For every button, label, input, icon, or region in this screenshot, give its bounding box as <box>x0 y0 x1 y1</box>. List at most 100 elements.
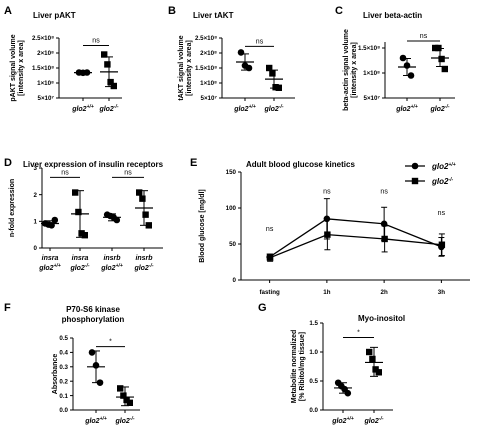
x-category-label: glo2+/+ <box>71 104 94 113</box>
series-line <box>269 233 442 259</box>
data-point <box>104 61 111 68</box>
data-point <box>399 54 407 62</box>
data-point <box>110 82 117 90</box>
y-tick-label: 0 <box>233 277 237 284</box>
panel-label: C <box>335 5 343 17</box>
x-category-label: glo2+/+ <box>395 104 418 113</box>
x-category-label: glo2+/+ <box>100 263 123 272</box>
data-point <box>324 231 331 238</box>
y-tick-label: 1.5 <box>309 320 318 327</box>
data-point <box>344 389 352 397</box>
panel-label: G <box>258 302 267 314</box>
data-point <box>120 392 127 399</box>
significance-label: ns <box>266 226 274 233</box>
y-tick-label: 1 <box>34 219 38 226</box>
panel-title: Liver beta-actin <box>363 11 422 20</box>
y-axis-label: Absorbance <box>52 354 59 395</box>
significance-label: ns <box>380 189 388 196</box>
data-point <box>366 348 373 356</box>
panel-title-line: P70-S6 kinase <box>66 305 120 314</box>
data-point <box>136 189 143 196</box>
data-point <box>407 72 415 79</box>
y-tick-label: 100 <box>226 205 237 212</box>
significance-label: ns <box>420 33 428 40</box>
data-point <box>435 44 442 52</box>
y-tick-label: 2 <box>34 192 38 199</box>
y-tick-label: 0.0 <box>309 407 318 414</box>
y-tick-label: 2×10⁸ <box>37 50 54 57</box>
y-tick-label: 0.3 <box>59 364 68 371</box>
y-tick-label: 0 <box>34 245 38 252</box>
y-tick-label: 1×10⁸ <box>200 80 217 87</box>
y-axis-label: [% Ribitol/mg tissue] <box>299 332 306 401</box>
panel-d: D Liver expression of insulin receptors n-… <box>4 157 164 272</box>
significance-label: ns <box>256 38 264 45</box>
y-tick-label: 1.5×10⁸ <box>358 45 380 52</box>
panel-title: Adult blood glucose kinetics <box>246 160 355 169</box>
y-tick-label: 2.5×10⁸ <box>195 35 217 42</box>
y-axis-label: [intensity x area] <box>351 42 358 98</box>
y-tick-label: 0.4 <box>59 350 68 357</box>
data-point <box>139 195 146 202</box>
panel-label: E <box>190 157 197 169</box>
significance-label: ns <box>92 38 100 45</box>
data-point <box>51 216 59 224</box>
y-tick-label: 5×10⁷ <box>38 95 55 102</box>
x-category-label: glo2-/- <box>429 104 449 113</box>
y-tick-label: 1×10⁸ <box>363 70 380 77</box>
data-point <box>126 399 133 406</box>
panel-e: E Adult blood glucose kinetics Blood gluco… <box>190 157 470 296</box>
data-point <box>92 362 100 369</box>
y-tick-label: 0.1 <box>59 393 68 400</box>
y-axis-label: Metabolite normalized <box>291 330 298 404</box>
y-axis-label: Blood glucose [mg/dl] <box>199 189 206 263</box>
data-point <box>75 208 82 216</box>
data-point <box>237 49 245 56</box>
panel-label: D <box>4 157 12 169</box>
significance-label: * <box>357 330 360 337</box>
x-category-label: glo2-/- <box>133 263 153 272</box>
x-category-label: glo2-/- <box>114 416 134 425</box>
x-category-label: insra <box>42 255 59 262</box>
y-axis-label: [intensity x area] <box>18 40 25 96</box>
panel-label: B <box>168 5 176 17</box>
y-axis-label: tAKT signal volume <box>178 35 185 100</box>
x-tick-label: 2h <box>381 289 388 296</box>
data-point <box>438 55 445 63</box>
data-point <box>272 84 279 91</box>
panel-title: Liver expression of insulin receptors <box>23 160 164 169</box>
legend-marker <box>411 177 419 185</box>
legend-label: glo2-/- <box>431 177 454 186</box>
data-point <box>145 222 152 229</box>
data-point <box>83 69 91 76</box>
data-point <box>113 216 121 224</box>
data-point <box>117 385 124 392</box>
data-point <box>266 64 273 72</box>
x-tick-label: fasting <box>259 289 280 296</box>
data-point <box>81 232 88 239</box>
y-tick-label: 0.5 <box>59 335 68 342</box>
data-point <box>403 62 411 69</box>
y-tick-label: 150 <box>226 169 237 176</box>
significance-label: ns <box>438 210 446 217</box>
x-category-label: glo2+/+ <box>84 416 107 425</box>
significance-label: ns <box>124 169 132 176</box>
x-category-label: insrb <box>103 255 121 262</box>
y-tick-label: 5×10⁷ <box>201 95 218 102</box>
data-point <box>441 65 448 73</box>
data-point <box>275 84 282 91</box>
panel-g: G Myo-inositol Metabolite normalized [% Rib… <box>258 302 405 425</box>
legend-marker <box>411 162 419 170</box>
data-point <box>88 349 96 356</box>
data-point <box>72 189 79 196</box>
y-tick-label: 0.2 <box>59 378 68 385</box>
x-tick-label: 3h <box>438 289 445 296</box>
x-category-label: glo2-/- <box>263 104 283 113</box>
y-tick-label: 1.5×10⁸ <box>195 65 217 72</box>
data-point <box>375 369 382 376</box>
y-tick-label: 5×10⁷ <box>364 95 381 102</box>
x-category-label: glo2+/+ <box>233 104 256 113</box>
x-category-label: glo2+/+ <box>331 416 354 425</box>
data-point <box>269 70 276 77</box>
